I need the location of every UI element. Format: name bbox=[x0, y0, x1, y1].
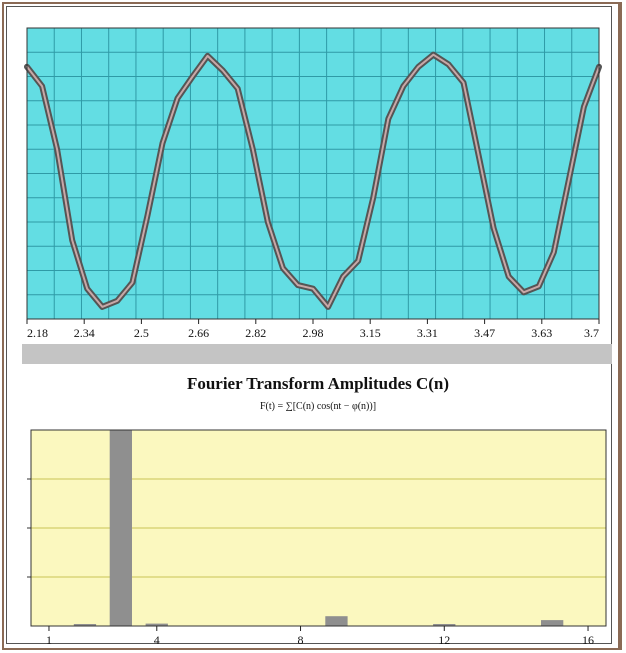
fourier-formula: F(t) = ∑[C(n) cos(nt − φ(n))] bbox=[260, 401, 376, 412]
fourier-x-tick-label: 12 bbox=[438, 633, 450, 647]
signal-line bbox=[24, 51, 602, 310]
fourier-x-tick-label: 4 bbox=[154, 633, 160, 647]
right-border bbox=[620, 2, 622, 650]
signal-x-tick-label: 2.82 bbox=[245, 326, 266, 340]
fourier-title: Fourier Transform Amplitudes C(n) bbox=[187, 374, 449, 393]
horizontal-scrollbar[interactable] bbox=[22, 344, 612, 364]
signal-x-tick-label: 2.34 bbox=[74, 326, 95, 340]
signal-x-tick-label: 3.63 bbox=[531, 326, 552, 340]
fourier-bar bbox=[325, 616, 348, 626]
signal-x-tick-label: 3.15 bbox=[360, 326, 381, 340]
fourier-x-tick-label: 16 bbox=[582, 633, 594, 647]
fourier-plot-border bbox=[30, 429, 607, 627]
signal-chart: 2.18 2.34 2.5 2.66 2.82 2.98 3.15 3.31 3.47 3.63 3… bbox=[24, 27, 602, 340]
fourier-bar bbox=[541, 620, 564, 626]
fourier-chart: Fourier Transform Amplitudes C(n) F(t) =… bbox=[27, 374, 607, 647]
signal-x-tick-label: 3.7 bbox=[584, 326, 599, 340]
signal-x-tick-label: 3.47 bbox=[474, 326, 495, 340]
fourier-bar bbox=[433, 624, 456, 626]
fourier-bar bbox=[145, 623, 168, 626]
signal-x-tick-label: 2.18 bbox=[27, 326, 48, 340]
signal-x-tick-label: 2.98 bbox=[303, 326, 324, 340]
fourier-bar bbox=[109, 430, 132, 626]
fourier-x-axis: 1 4 8 12 16 bbox=[46, 626, 594, 647]
signal-x-tick-label: 2.5 bbox=[134, 326, 149, 340]
signal-x-axis: 2.18 2.34 2.5 2.66 2.82 2.98 3.15 3.31 3.47 3.63 3… bbox=[26, 319, 600, 340]
signal-x-tick-label: 3.31 bbox=[417, 326, 438, 340]
fourier-x-tick-label: 8 bbox=[298, 633, 304, 647]
signal-x-tick-label: 2.66 bbox=[188, 326, 209, 340]
signal-line-core bbox=[26, 53, 600, 308]
fourier-x-tick-label: 1 bbox=[46, 633, 52, 647]
fourier-bar bbox=[73, 624, 97, 626]
fourier-bars bbox=[73, 430, 564, 626]
